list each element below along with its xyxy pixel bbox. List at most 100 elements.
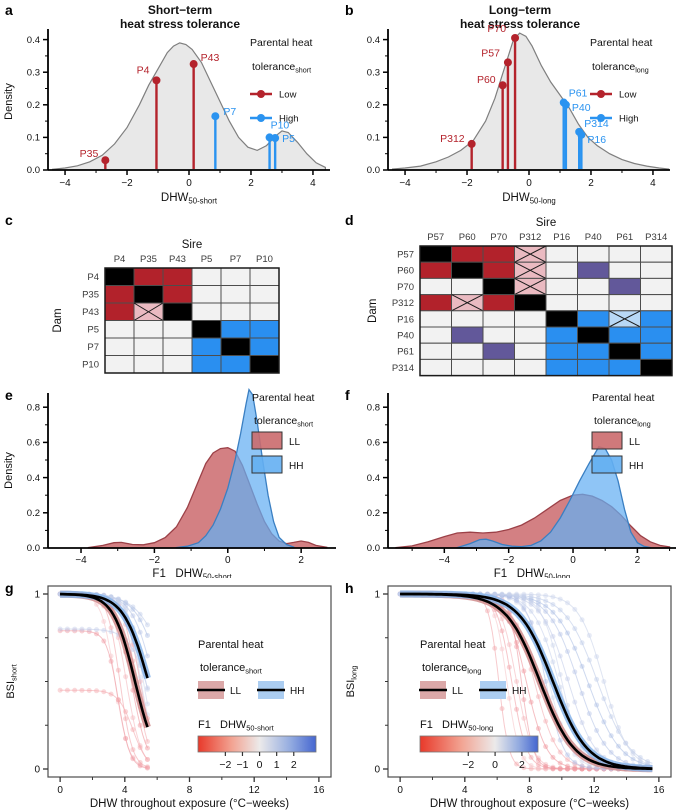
panel-f: f −4 −2 0 2 0.0 0.2 0.4 0.6 0.8 F1 DHW50-long Pare… bbox=[340, 385, 685, 578]
family-trace-dot bbox=[499, 706, 505, 712]
cross-cell-P43xP10 bbox=[249, 302, 280, 321]
legend-item-label: LL bbox=[629, 437, 641, 448]
x-tick-label: 12 bbox=[249, 785, 261, 796]
cross-cell-P57xP60 bbox=[451, 245, 484, 263]
x-tick-label: −2 bbox=[121, 178, 133, 189]
family-trace-dot bbox=[492, 613, 498, 619]
family-trace-dot bbox=[579, 720, 585, 726]
dam-label-P60: P60 bbox=[397, 266, 414, 277]
family-trace-dot bbox=[565, 752, 571, 758]
cross-cell-P60xP60 bbox=[451, 261, 484, 279]
point-label-P7: P7 bbox=[223, 106, 236, 118]
cross-cell-P314xP60 bbox=[451, 358, 484, 377]
cross-cell-P314xP61 bbox=[608, 358, 641, 377]
family-trace-dot bbox=[514, 679, 520, 684]
legend-title-line1: Parental heat bbox=[250, 37, 313, 49]
colorbar-tick-label: 0 bbox=[257, 759, 263, 771]
point-label-P35: P35 bbox=[80, 148, 99, 160]
family-trace-dot bbox=[615, 743, 621, 749]
cross-cell-P70xP40 bbox=[577, 277, 610, 296]
family-trace-dot bbox=[101, 627, 107, 633]
family-trace-dot bbox=[572, 759, 578, 765]
cross-cell-P43xP5 bbox=[191, 302, 222, 321]
cross-cell-P314xP57 bbox=[419, 358, 452, 377]
cross-cell-P5xP35 bbox=[133, 320, 164, 339]
panel-title-line1: Short−term bbox=[148, 3, 212, 17]
cross-cell-P40xP312 bbox=[514, 326, 547, 344]
point-label-P43: P43 bbox=[201, 52, 220, 64]
failed-cross-mark bbox=[608, 310, 641, 328]
family-trace-dot bbox=[521, 755, 527, 761]
family-trace-dot bbox=[528, 763, 534, 769]
family-trace-dot bbox=[130, 647, 136, 653]
legend-title-line1: Parental heat bbox=[420, 639, 485, 651]
family-trace-dot bbox=[535, 599, 541, 605]
family-trace-dot bbox=[550, 633, 556, 639]
model-curve-HH bbox=[60, 592, 149, 679]
x-tick-label: 4 bbox=[310, 178, 316, 189]
x-tick-label: 0 bbox=[570, 555, 576, 566]
x-axis-title: DHW throughout exposure (°C−weeks) bbox=[90, 798, 289, 810]
panel-title-line2: heat stress tolerance bbox=[120, 17, 240, 31]
y-tick-label: 0.0 bbox=[27, 165, 40, 176]
legend-item-label: LL bbox=[289, 437, 301, 448]
cross-cell-P61xP60 bbox=[451, 342, 484, 360]
cross-cell-P70xP16 bbox=[545, 277, 578, 296]
y-tick-label: 0 bbox=[34, 764, 40, 775]
cross-cell-P35xP5 bbox=[191, 285, 222, 304]
family-trace-dot bbox=[86, 626, 92, 632]
sire-label-P16: P16 bbox=[553, 232, 570, 243]
legend-title-line1: Parental heat bbox=[590, 37, 653, 49]
family-trace-dot bbox=[137, 629, 143, 635]
legend-item-label: Low bbox=[279, 89, 297, 100]
point-label-P314: P314 bbox=[584, 118, 609, 130]
lollipop-dot-P70 bbox=[511, 33, 520, 42]
x-axis-title: F1 DHW50-short bbox=[152, 568, 232, 578]
family-trace-dot bbox=[579, 690, 585, 696]
chart-f: −4 −2 0 2 0.0 0.2 0.4 0.6 0.8 F1 DHW50-long Parent… bbox=[367, 392, 676, 578]
family-trace-dot bbox=[144, 765, 150, 771]
family-trace-dot bbox=[565, 600, 571, 606]
family-trace-dot bbox=[86, 629, 92, 635]
family-trace-dot bbox=[57, 687, 63, 693]
family-trace-dot bbox=[535, 761, 541, 767]
cross-cell-P61xP57 bbox=[419, 342, 452, 360]
family-trace-dot bbox=[572, 645, 578, 651]
x-tick-label: 2 bbox=[248, 178, 254, 189]
legend-title-line2: tolerancelong bbox=[594, 415, 651, 429]
family-trace-dot bbox=[535, 755, 541, 761]
cross-cell-P7xP4 bbox=[104, 337, 135, 356]
density-curve bbox=[52, 42, 326, 171]
family-trace-dot bbox=[528, 754, 534, 760]
cross-cell-P10xP4 bbox=[104, 355, 135, 374]
family-trace-dot bbox=[543, 718, 549, 724]
family-trace-dot bbox=[130, 756, 136, 762]
family-trace-dot bbox=[645, 758, 651, 764]
family-trace bbox=[60, 628, 148, 689]
family-trace-dot bbox=[528, 766, 534, 772]
cross-cell-P314xP70 bbox=[482, 358, 515, 377]
colorbar-tick-label: 1 bbox=[274, 759, 280, 771]
cross-cell-P10xP35 bbox=[133, 355, 164, 374]
legend-swatch-HH bbox=[591, 455, 623, 474]
family-trace-dot bbox=[144, 745, 150, 751]
family-trace-dot bbox=[484, 608, 490, 614]
cross-cell-P35xP35 bbox=[133, 285, 164, 304]
chart-h: 0 4 8 12 16 0 1 BSIlong DHW throughout exposure … bbox=[345, 585, 672, 810]
family-trace-dot bbox=[550, 754, 556, 760]
point-label-P40: P40 bbox=[572, 102, 591, 114]
x-tick-label: −4 bbox=[399, 178, 411, 189]
family-trace-dot bbox=[543, 637, 549, 643]
cross-cell-P16xP16 bbox=[545, 310, 578, 328]
dam-label-P312: P312 bbox=[392, 298, 414, 309]
family-trace-dot bbox=[557, 672, 563, 678]
family-trace-dot bbox=[514, 598, 520, 604]
panel-title-line2: heat stress tolerance bbox=[460, 17, 580, 31]
family-trace-dot bbox=[492, 645, 498, 651]
cross-cell-P60xP61 bbox=[608, 261, 641, 279]
family-trace-dot bbox=[521, 715, 527, 721]
legend-item-label: HH bbox=[629, 461, 643, 472]
cross-cell-P70xP61 bbox=[608, 277, 641, 296]
